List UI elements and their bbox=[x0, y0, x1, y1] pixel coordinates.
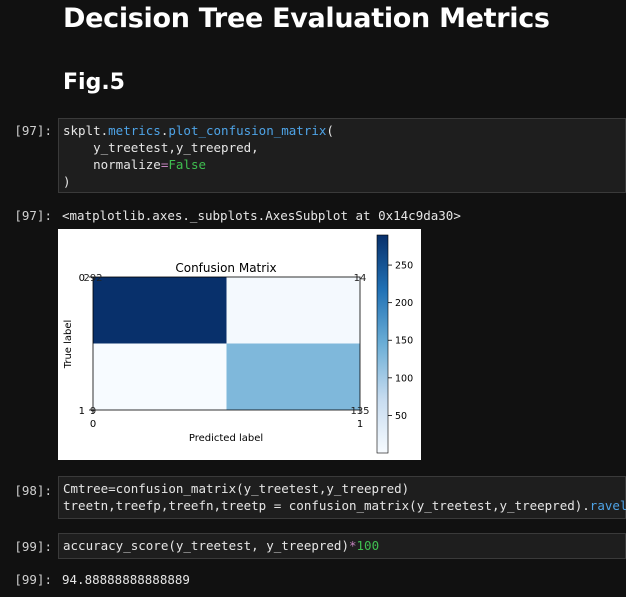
matrix-cell bbox=[226, 277, 360, 344]
y-tick-label: 0 bbox=[79, 273, 85, 284]
cell-value-label: 292 bbox=[83, 273, 102, 284]
chart-svg: Confusion Matrix 2921491350101 Predicted… bbox=[63, 234, 413, 454]
x-tick-label: 0 bbox=[90, 419, 96, 430]
chart-title: Confusion Matrix bbox=[175, 261, 276, 275]
colorbar-tick-label: 100 bbox=[395, 373, 413, 384]
x-axis-label: Predicted label bbox=[189, 433, 263, 444]
code-cell[interactable]: Cmtree=confusion_matrix(y_treetest,y_tre… bbox=[58, 476, 626, 519]
colorbar bbox=[376, 234, 389, 454]
colorbar-tick-label: 250 bbox=[395, 261, 413, 272]
colorbar-tick-label: 200 bbox=[395, 298, 413, 309]
page-title: Decision Tree Evaluation Metrics bbox=[63, 3, 550, 34]
cell-value-label: 14 bbox=[354, 273, 367, 284]
figure-heading: Fig.5 bbox=[63, 70, 125, 95]
output-text: 94.88888888888889 bbox=[62, 572, 190, 587]
cell-prompt: [98]: bbox=[14, 483, 52, 498]
axes-frame bbox=[92, 276, 361, 411]
colorbar-tick-label: 150 bbox=[395, 336, 413, 347]
cell-prompt: [97]: bbox=[14, 123, 52, 138]
output-prompt: [99]: bbox=[14, 572, 52, 587]
y-axis-label: True label bbox=[63, 320, 74, 370]
output-prompt: [97]: bbox=[14, 208, 52, 223]
confusion-matrix-plot: Confusion Matrix 2921491350101 Predicted… bbox=[58, 229, 421, 460]
x-tick-label: 1 bbox=[357, 419, 363, 430]
cell-prompt: [99]: bbox=[14, 539, 52, 554]
matrix-cell bbox=[93, 343, 227, 410]
matrix-cell bbox=[226, 343, 360, 410]
matrix-cell bbox=[93, 277, 227, 344]
output-text: <matplotlib.axes._subplots.AxesSubplot a… bbox=[62, 208, 461, 223]
colorbar-tick-label: 50 bbox=[395, 411, 407, 422]
y-tick-label: 1 bbox=[79, 406, 85, 417]
code-cell[interactable]: accuracy_score(y_treetest, y_treepred)*1… bbox=[58, 533, 626, 559]
code-cell[interactable]: skplt.metrics.plot_confusion_matrix( y_t… bbox=[58, 118, 626, 193]
